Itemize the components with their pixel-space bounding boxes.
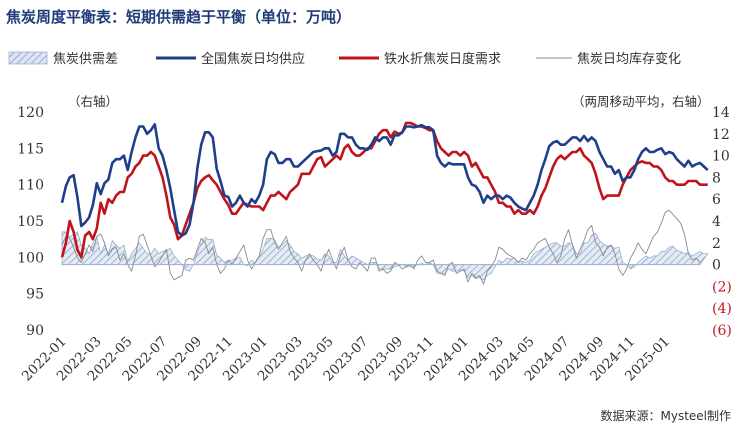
demand-line-group [60, 121, 708, 259]
legend-label-supply: 全国焦炭日均供应 [201, 52, 306, 67]
demand-line [60, 121, 708, 259]
right-tick-label: 2 [712, 236, 721, 252]
right-axis-unit: （两周移动平均，右轴） [572, 94, 710, 109]
legend-item-inventory: 焦炭日均库存变化 [536, 48, 681, 67]
supply-line-group [60, 123, 709, 237]
inventory-line [61, 209, 701, 285]
right-tick-label: (6) [712, 323, 732, 339]
diff-area-group [61, 231, 709, 281]
chart-legend: 焦炭供需差 全国焦炭日均供应 铁水折焦炭日度需求 焦炭日均库存变化 [6, 48, 736, 70]
data-source: 数据来源：Mysteel制作 [600, 409, 731, 423]
right-tick-label: 14 [712, 105, 730, 121]
legend-swatch-supply [156, 56, 196, 59]
right-tick-label: 8 [712, 170, 721, 186]
left-axis-unit: （右轴） [68, 94, 119, 109]
right-tick-label: 4 [712, 214, 721, 230]
left-tick-label: 110 [17, 178, 44, 194]
legend-swatch-inventory [536, 57, 572, 58]
right-tick-label: (2) [712, 279, 732, 295]
legend-item-supply: 全国焦炭日均供应 [156, 48, 305, 67]
axes-group: 9095100105110115120(6)(4)(2)024681012142… [17, 105, 732, 385]
left-tick-label: 120 [17, 105, 44, 121]
legend-item-diff: 焦炭供需差 [8, 48, 118, 67]
legend-item-demand: 铁水折焦炭日度需求 [339, 48, 501, 67]
supply-line [60, 123, 709, 237]
legend-swatch-diff [8, 51, 48, 64]
legend-label-inventory: 焦炭日均库存变化 [577, 52, 682, 67]
right-tick-label: 6 [712, 192, 721, 208]
left-tick-label: 115 [17, 141, 44, 157]
legend-label-diff: 焦炭供需差 [53, 52, 119, 67]
chart-title: 焦炭周度平衡表：短期供需趋于平衡（单位：万吨） [6, 8, 352, 26]
left-tick-label: 95 [26, 287, 44, 303]
left-tick-label: 90 [26, 323, 44, 339]
legend-swatch-demand [339, 56, 379, 59]
left-tick-label: 105 [17, 214, 44, 230]
right-tick-label: 10 [712, 149, 730, 165]
left-tick-label: 100 [17, 250, 44, 266]
right-tick-label: (4) [712, 301, 732, 317]
legend-label-demand: 铁水折焦炭日度需求 [384, 52, 502, 67]
diff-area [61, 231, 709, 281]
right-tick-label: 12 [712, 127, 730, 143]
inventory-line-group [61, 209, 701, 285]
right-tick-label: 0 [712, 258, 721, 274]
